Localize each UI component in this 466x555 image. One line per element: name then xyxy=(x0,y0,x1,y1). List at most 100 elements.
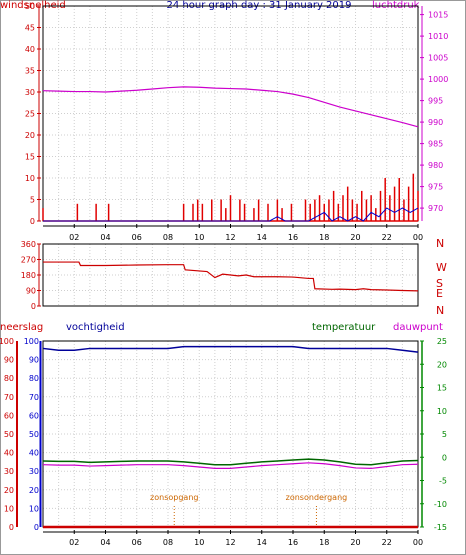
rain-tick-label: 20 xyxy=(4,486,14,495)
x-tick-label: 06 xyxy=(132,538,142,547)
x-tick-label: 04 xyxy=(100,233,110,242)
direction-tick-label: 270 xyxy=(21,256,36,265)
neerslag-label: neerslag xyxy=(0,322,43,333)
compass-label: N xyxy=(436,304,444,317)
plot-frame xyxy=(42,243,419,307)
x-tick-label: 18 xyxy=(319,538,329,547)
temperature-tick-label: 25 xyxy=(437,337,447,346)
pressure-tick-label: 1005 xyxy=(428,54,448,63)
temperature-tick-label: 0 xyxy=(442,453,447,462)
compass-label: E xyxy=(436,287,443,300)
wind-tick-label: 45 xyxy=(25,24,35,33)
x-tick-label: 10 xyxy=(194,233,204,242)
rain-tick-label: 30 xyxy=(4,467,14,476)
rain-tick-label: 40 xyxy=(4,449,14,458)
humidity-tick-label: 30 xyxy=(29,467,39,476)
pressure-tick-label: 1000 xyxy=(428,75,448,84)
temperature-tick-label: -5 xyxy=(439,477,447,486)
temperature-line xyxy=(42,458,419,466)
pressure-tick-label: 990 xyxy=(428,118,443,127)
pressure-tick-label: 995 xyxy=(428,97,443,106)
direction-tick-label: 90 xyxy=(26,287,36,296)
compass-label: S xyxy=(436,277,443,290)
pressure-line xyxy=(42,86,419,128)
vochtigheid-label: vochtigheid xyxy=(66,322,125,333)
pressure-tick-label: 1015 xyxy=(428,11,448,20)
wind-tick-label: 5 xyxy=(30,196,35,205)
humidity-tick-label: 90 xyxy=(29,356,39,365)
x-tick-label: 08 xyxy=(163,538,173,547)
temperature-tick-label: 20 xyxy=(437,360,447,369)
x-tick-label: 00 xyxy=(413,233,423,242)
x-tick-label: 14 xyxy=(257,233,267,242)
dewpoint-line xyxy=(42,462,419,470)
x-tick-label: 22 xyxy=(382,538,392,547)
humidity-line xyxy=(42,345,419,353)
wind-tick-label: 20 xyxy=(25,131,35,140)
humidity-tick-label: 60 xyxy=(29,411,39,420)
event-label: zonsondergang xyxy=(286,493,348,502)
humidity-tick-label: 70 xyxy=(29,393,39,402)
pressure-tick-label: 980 xyxy=(428,161,443,170)
compass-label: W xyxy=(436,261,447,274)
temperature-tick-label: 5 xyxy=(442,430,447,439)
humidity-tick-label: 0 xyxy=(34,523,39,532)
direction-tick-label: 180 xyxy=(21,271,36,280)
temperatuur-label: temperatuur xyxy=(312,322,376,333)
x-tick-label: 00 xyxy=(413,538,423,547)
wind-tick-label: 40 xyxy=(25,45,35,54)
wind-tick-label: 0 xyxy=(30,217,35,226)
rain-tick-label: 10 xyxy=(4,504,14,513)
x-tick-label: 02 xyxy=(69,538,79,547)
direction-tick-label: 360 xyxy=(21,240,36,249)
windsnelheid-label: windsnelheid xyxy=(0,0,66,11)
temperature-tick-label: 15 xyxy=(437,384,447,393)
rain-tick-label: 100 xyxy=(0,337,14,346)
wind-tick-label: 35 xyxy=(25,67,35,76)
x-tick-label: 20 xyxy=(350,233,360,242)
pressure-tick-label: 985 xyxy=(428,140,443,149)
x-tick-label: 12 xyxy=(225,538,235,547)
rain-tick-label: 60 xyxy=(4,411,14,420)
temperature-tick-label: 10 xyxy=(437,407,447,416)
compass-label: N xyxy=(436,237,444,250)
temperature-tick-label: -15 xyxy=(434,523,447,532)
wind-tick-label: 25 xyxy=(25,110,35,119)
rain-tick-label: 0 xyxy=(9,523,14,532)
humidity-tick-label: 50 xyxy=(29,430,39,439)
pressure-tick-label: 970 xyxy=(428,204,443,213)
x-tick-label: 08 xyxy=(163,233,173,242)
wind-pressure-panel: 0510152025303540455097097598098599099510… xyxy=(25,2,449,242)
wind-tick-label: 10 xyxy=(25,174,35,183)
humidity-tick-label: 10 xyxy=(29,504,39,513)
rain-tick-label: 70 xyxy=(4,393,14,402)
x-tick-label: 20 xyxy=(350,538,360,547)
pressure-tick-label: 975 xyxy=(428,183,443,192)
x-tick-label: 16 xyxy=(288,538,298,547)
x-tick-label: 10 xyxy=(194,538,204,547)
gust-line xyxy=(43,207,419,222)
temperature-tick-label: -10 xyxy=(434,500,447,509)
x-tick-label: 06 xyxy=(132,233,142,242)
x-tick-label: 16 xyxy=(288,233,298,242)
humidity-tick-label: 20 xyxy=(29,486,39,495)
direction-line xyxy=(43,261,419,292)
x-tick-label: 22 xyxy=(382,233,392,242)
wind-tick-label: 15 xyxy=(25,153,35,162)
x-tick-label: 14 xyxy=(257,538,267,547)
humidity-tick-label: 100 xyxy=(24,337,39,346)
pressure-tick-label: 1010 xyxy=(428,32,448,41)
event-label: zonsopgang xyxy=(150,493,198,502)
x-tick-label: 04 xyxy=(100,538,110,547)
dauwpunt-label: dauwpunt xyxy=(393,322,443,333)
wind-tick-label: 30 xyxy=(25,88,35,97)
humidity-tick-label: 80 xyxy=(29,374,39,383)
wind-tick-label: 50 xyxy=(25,2,35,11)
x-tick-label: 18 xyxy=(319,233,329,242)
x-tick-label: 02 xyxy=(69,233,79,242)
